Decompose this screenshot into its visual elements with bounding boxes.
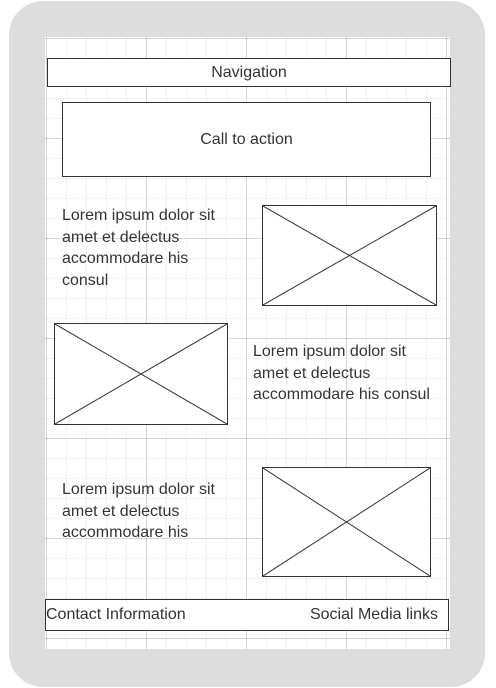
navigation-label: Navigation: [211, 63, 287, 81]
navigation-bar[interactable]: Navigation: [47, 58, 451, 87]
footer-bar: Contact Information Social Media links: [45, 599, 449, 631]
section-2-text: Lorem ipsum dolor sit amet et delectus a…: [253, 343, 430, 403]
contact-information-link[interactable]: Contact Information: [46, 606, 186, 623]
section-1-image-placeholder-icon: [262, 205, 437, 306]
section-2-image-placeholder-icon: [54, 323, 228, 425]
section-3-text: Lorem ipsum dolor sit amet et delectus a…: [62, 481, 215, 541]
section-1-text: Lorem ipsum dolor sit amet et delectus a…: [62, 207, 215, 289]
call-to-action-button[interactable]: Call to action: [62, 102, 431, 177]
social-media-links[interactable]: Social Media links: [309, 606, 438, 623]
call-to-action-label: Call to action: [200, 130, 293, 148]
section-3-image-placeholder-icon: [262, 467, 431, 577]
